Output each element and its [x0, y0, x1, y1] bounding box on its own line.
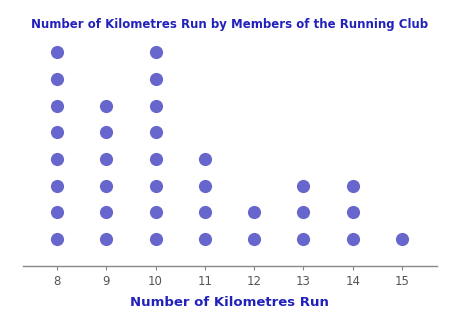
Point [103, 103, 110, 108]
Point [54, 130, 61, 135]
X-axis label: Number of Kilometres Run: Number of Kilometres Run [130, 296, 329, 309]
Point [152, 210, 159, 215]
Point [152, 76, 159, 82]
Point [103, 183, 110, 188]
Point [201, 156, 208, 162]
Point [251, 237, 258, 242]
Point [349, 210, 356, 215]
Point [103, 130, 110, 135]
Point [152, 237, 159, 242]
Point [103, 210, 110, 215]
Point [201, 237, 208, 242]
Point [349, 237, 356, 242]
Point [349, 183, 356, 188]
Point [152, 156, 159, 162]
Point [152, 183, 159, 188]
Point [103, 237, 110, 242]
Point [54, 103, 61, 108]
Point [103, 156, 110, 162]
Point [54, 183, 61, 188]
Point [54, 237, 61, 242]
Point [54, 76, 61, 82]
Point [201, 183, 208, 188]
Point [152, 103, 159, 108]
Title: Number of Kilometres Run by Members of the Running Club: Number of Kilometres Run by Members of t… [31, 18, 428, 31]
Point [152, 50, 159, 55]
Point [152, 130, 159, 135]
Point [398, 237, 405, 242]
Point [300, 183, 307, 188]
Point [201, 210, 208, 215]
Point [300, 210, 307, 215]
Point [251, 210, 258, 215]
Point [54, 50, 61, 55]
Point [54, 156, 61, 162]
Point [54, 210, 61, 215]
Point [300, 237, 307, 242]
